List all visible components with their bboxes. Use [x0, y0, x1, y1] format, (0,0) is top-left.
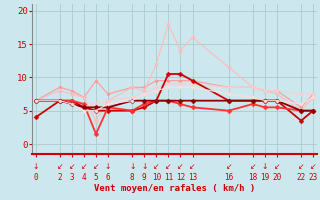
Text: ↓: ↓ — [262, 162, 268, 171]
Text: ↙: ↙ — [189, 162, 196, 171]
Text: ↙: ↙ — [68, 162, 75, 171]
Text: ↙: ↙ — [165, 162, 172, 171]
Text: ↙: ↙ — [153, 162, 159, 171]
Text: ↙: ↙ — [274, 162, 280, 171]
Text: ↓: ↓ — [141, 162, 148, 171]
Text: ↙: ↙ — [250, 162, 256, 171]
Text: ↓: ↓ — [129, 162, 135, 171]
Text: ↙: ↙ — [226, 162, 232, 171]
Text: ↙: ↙ — [93, 162, 99, 171]
Text: ↙: ↙ — [57, 162, 63, 171]
X-axis label: Vent moyen/en rafales ( km/h ): Vent moyen/en rafales ( km/h ) — [94, 184, 255, 193]
Text: ↙: ↙ — [310, 162, 316, 171]
Text: ↓: ↓ — [105, 162, 111, 171]
Text: ↙: ↙ — [298, 162, 304, 171]
Text: ↓: ↓ — [32, 162, 39, 171]
Text: ↙: ↙ — [177, 162, 184, 171]
Text: ↙: ↙ — [81, 162, 87, 171]
